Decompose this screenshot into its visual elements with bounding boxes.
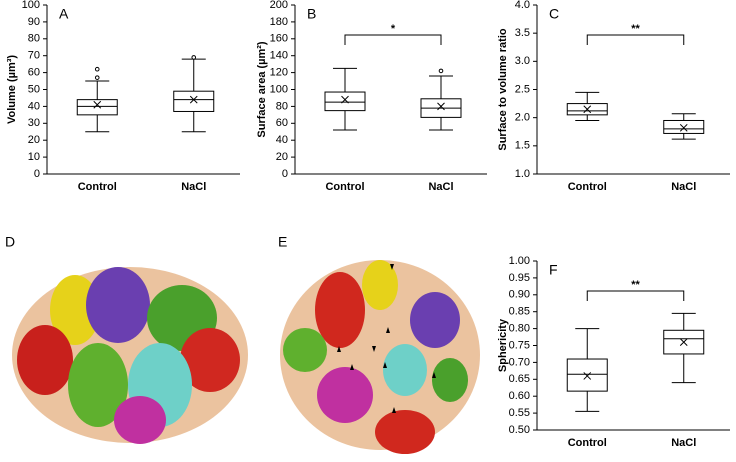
x-tick-label: Control [325, 181, 364, 193]
mean-stroke [189, 95, 198, 104]
y-tick-label: 0 [282, 168, 288, 180]
y-tick-label: 40 [276, 134, 288, 146]
y-tick-label: 90 [28, 16, 40, 28]
y-axis-label: Surface area (µm²) [256, 41, 268, 138]
y-axis-label: Surface to volume ratio [497, 28, 509, 151]
mean-marker [189, 95, 198, 104]
y-tick-label: 0.65 [509, 373, 530, 385]
mean-marker [341, 95, 349, 104]
significance-label: * [391, 23, 396, 35]
mean-stroke [583, 105, 592, 114]
mean-stroke [679, 338, 688, 346]
mean-marker [679, 338, 688, 346]
box [173, 90, 215, 112]
significance-bracket [586, 34, 685, 45]
panel-label: D [5, 234, 15, 250]
x-tick-label: Control [78, 181, 117, 193]
x-tick-label: Control [568, 437, 607, 449]
panel-label: F [549, 262, 558, 278]
outlier [94, 66, 100, 72]
y-tick-label: 20 [276, 151, 288, 163]
y-tick-label: 60 [276, 117, 288, 129]
x-tick-label: Control [568, 181, 607, 193]
y-tick-label: 200 [270, 0, 288, 11]
significance-bracket [344, 34, 442, 45]
y-tick-label: 40 [28, 100, 40, 112]
y-tick-label: 70 [28, 50, 40, 62]
box [566, 358, 608, 392]
panel-label: E [278, 234, 287, 250]
outlier [438, 68, 444, 74]
significance-label: ** [631, 279, 640, 291]
y-tick-label: 100 [22, 0, 40, 11]
y-tick-label: 3.0 [515, 55, 530, 67]
mean-stroke [341, 95, 349, 104]
y-tick-label: 1.0 [515, 168, 530, 180]
y-tick-label: 1.5 [515, 140, 530, 152]
y-tick-label: 2.5 [515, 83, 530, 95]
x-tick-label: NaCl [671, 437, 696, 449]
x-tick-label: NaCl [671, 181, 696, 193]
y-tick-label: 50 [28, 83, 40, 95]
mean-marker [679, 123, 688, 132]
mean-stroke [679, 123, 688, 132]
y-tick-label: 2.0 [515, 112, 530, 124]
mean-stroke [437, 102, 445, 111]
x-tick-label: NaCl [428, 181, 453, 193]
y-tick-label: 4.0 [515, 0, 530, 11]
panel-label: C [549, 6, 559, 22]
y-tick-label: 10 [28, 151, 40, 163]
y-tick-label: 100 [270, 83, 288, 95]
outlier [94, 75, 100, 80]
mean-marker [93, 100, 102, 109]
box [76, 99, 118, 116]
y-tick-label: 20 [28, 134, 40, 146]
render-e [280, 260, 480, 454]
mean-marker [583, 105, 592, 114]
mean-marker [437, 102, 445, 111]
significance-label: ** [631, 23, 640, 35]
x-tick-label: NaCl [181, 181, 206, 193]
mean-stroke [583, 372, 592, 380]
y-axis-label: Volume (µm³) [6, 55, 18, 124]
y-tick-label: 0 [34, 168, 40, 180]
y-tick-label: 0.60 [509, 390, 530, 402]
y-tick-label: 120 [270, 67, 288, 79]
y-tick-label: 0.95 [509, 272, 530, 284]
panel-label: B [307, 6, 316, 22]
y-tick-label: 0.90 [509, 289, 530, 301]
y-tick-label: 140 [270, 50, 288, 62]
y-tick-label: 0.50 [509, 424, 530, 436]
y-tick-label: 160 [270, 33, 288, 45]
panel-label: A [59, 6, 69, 22]
box [663, 119, 705, 134]
y-tick-label: 0.55 [509, 407, 530, 419]
y-tick-label: 1.00 [509, 255, 530, 267]
y-axis-label: Sphericity [497, 318, 509, 372]
y-tick-label: 0.85 [509, 306, 530, 318]
box [324, 91, 366, 112]
y-tick-label: 80 [28, 33, 40, 45]
render-d [12, 267, 248, 444]
y-tick-label: 30 [28, 117, 40, 129]
mean-stroke [93, 100, 102, 109]
y-tick-label: 0.80 [509, 323, 530, 335]
y-tick-label: 3.5 [515, 27, 530, 39]
y-tick-label: 80 [276, 100, 288, 112]
y-tick-label: 0.70 [509, 356, 530, 368]
mean-marker [583, 372, 592, 380]
y-tick-label: 60 [28, 67, 40, 79]
outlier [191, 55, 197, 60]
y-tick-label: 0.75 [509, 339, 530, 351]
y-tick-label: 180 [270, 16, 288, 28]
significance-bracket [586, 290, 685, 301]
